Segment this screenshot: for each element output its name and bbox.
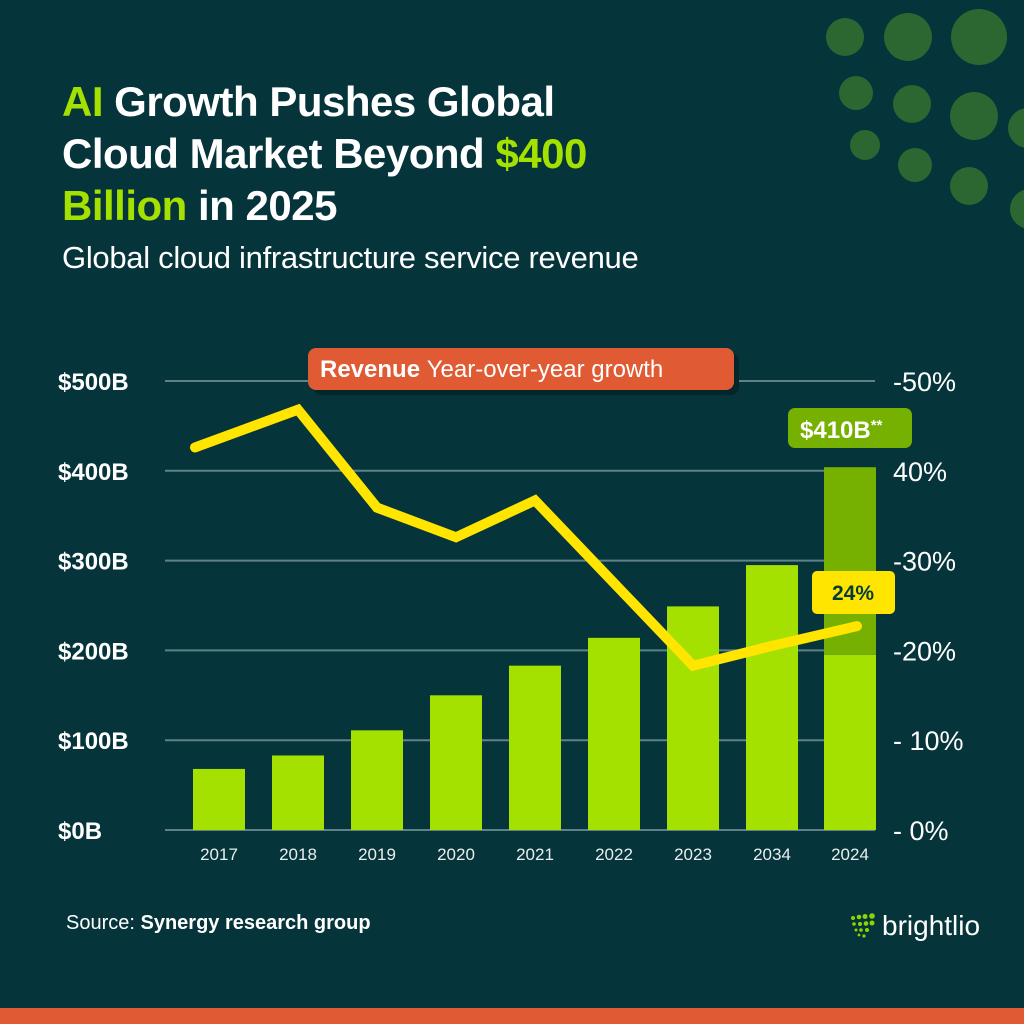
title-highlight: $400 [495,130,587,177]
bar [588,637,640,830]
title-text: Growth Pushes Global [103,78,555,125]
x-tick-label: 2018 [279,845,317,864]
x-tick-label: 2022 [595,845,633,864]
y-left-tick-label: $400B [58,459,129,486]
source-name: Synergy research group [140,912,371,934]
growth-line [190,403,862,672]
bar [746,565,798,830]
y-left-tick-label: $500B [58,369,129,396]
x-tick-label: 2023 [674,845,712,864]
page-title: AI Growth Pushes Global Cloud Market Bey… [62,76,587,232]
brand-logo: brightlio [850,910,980,942]
x-tick-label: 2020 [437,845,475,864]
y-left-tick-label: $0B [58,818,102,845]
y-right-tick-label: -50% [893,367,956,397]
title-line-3: Billion in 2025 [62,180,587,232]
x-tick-label: 2017 [200,845,238,864]
y-left-tick-label: $100B [58,728,129,755]
y-right-tick-label: - 10% [893,726,964,756]
last-bar-label-badge [788,408,912,448]
growth-label: 24% [832,582,874,605]
legend-growth: Year-over-year growth [427,356,664,383]
title-line-1: AI Growth Pushes Global [62,76,587,128]
source-note: Source: Synergy research group [66,912,371,935]
title-line-2: Cloud Market Beyond $400 [62,128,587,180]
bar [272,755,324,830]
bar [509,665,561,830]
title-text: in 2025 [186,182,337,229]
brand-name: brightlio [882,910,981,941]
chart: $0B - 0% $100B - 10% $200B -20% $300B -30% $400B… [58,348,964,864]
brightlio-logo-icon [851,913,875,938]
y-right-tick-label: -20% [893,636,956,666]
bar [430,695,482,830]
legend-revenue: Revenue [320,356,427,383]
title-highlight: AI [62,78,104,125]
decorative-circles [826,9,1024,229]
subtitle: Global cloud infrastructure service reve… [62,240,639,275]
legend-text: Revenue Year-over-year growth [320,356,663,383]
bar [193,768,245,830]
x-tick-label: 2034 [753,845,791,864]
last-bar-label-suffix: ** [871,417,883,434]
x-tick-label: 2024 [831,845,869,864]
bottom-accent-bar [0,1008,1024,1024]
y-right-tick-label: 40% [893,457,947,487]
x-tick-label: 2021 [516,845,554,864]
title-text: Cloud Market Beyond [62,130,496,177]
legend-badge [308,348,734,390]
y-right-tick-label: - 0% [893,816,949,846]
y-right-tick-label: -30% [893,547,956,577]
bar [824,654,876,830]
source-prefix: Source: [66,912,141,934]
x-tick-label: 2019 [358,845,396,864]
y-left-tick-label: $300B [58,549,129,576]
y-left-tick-label: $200B [58,638,129,665]
growth-label-badge [812,571,895,614]
bar [351,730,403,830]
last-bar-label: $410B** [800,417,883,444]
title-highlight: Billion [62,182,187,229]
